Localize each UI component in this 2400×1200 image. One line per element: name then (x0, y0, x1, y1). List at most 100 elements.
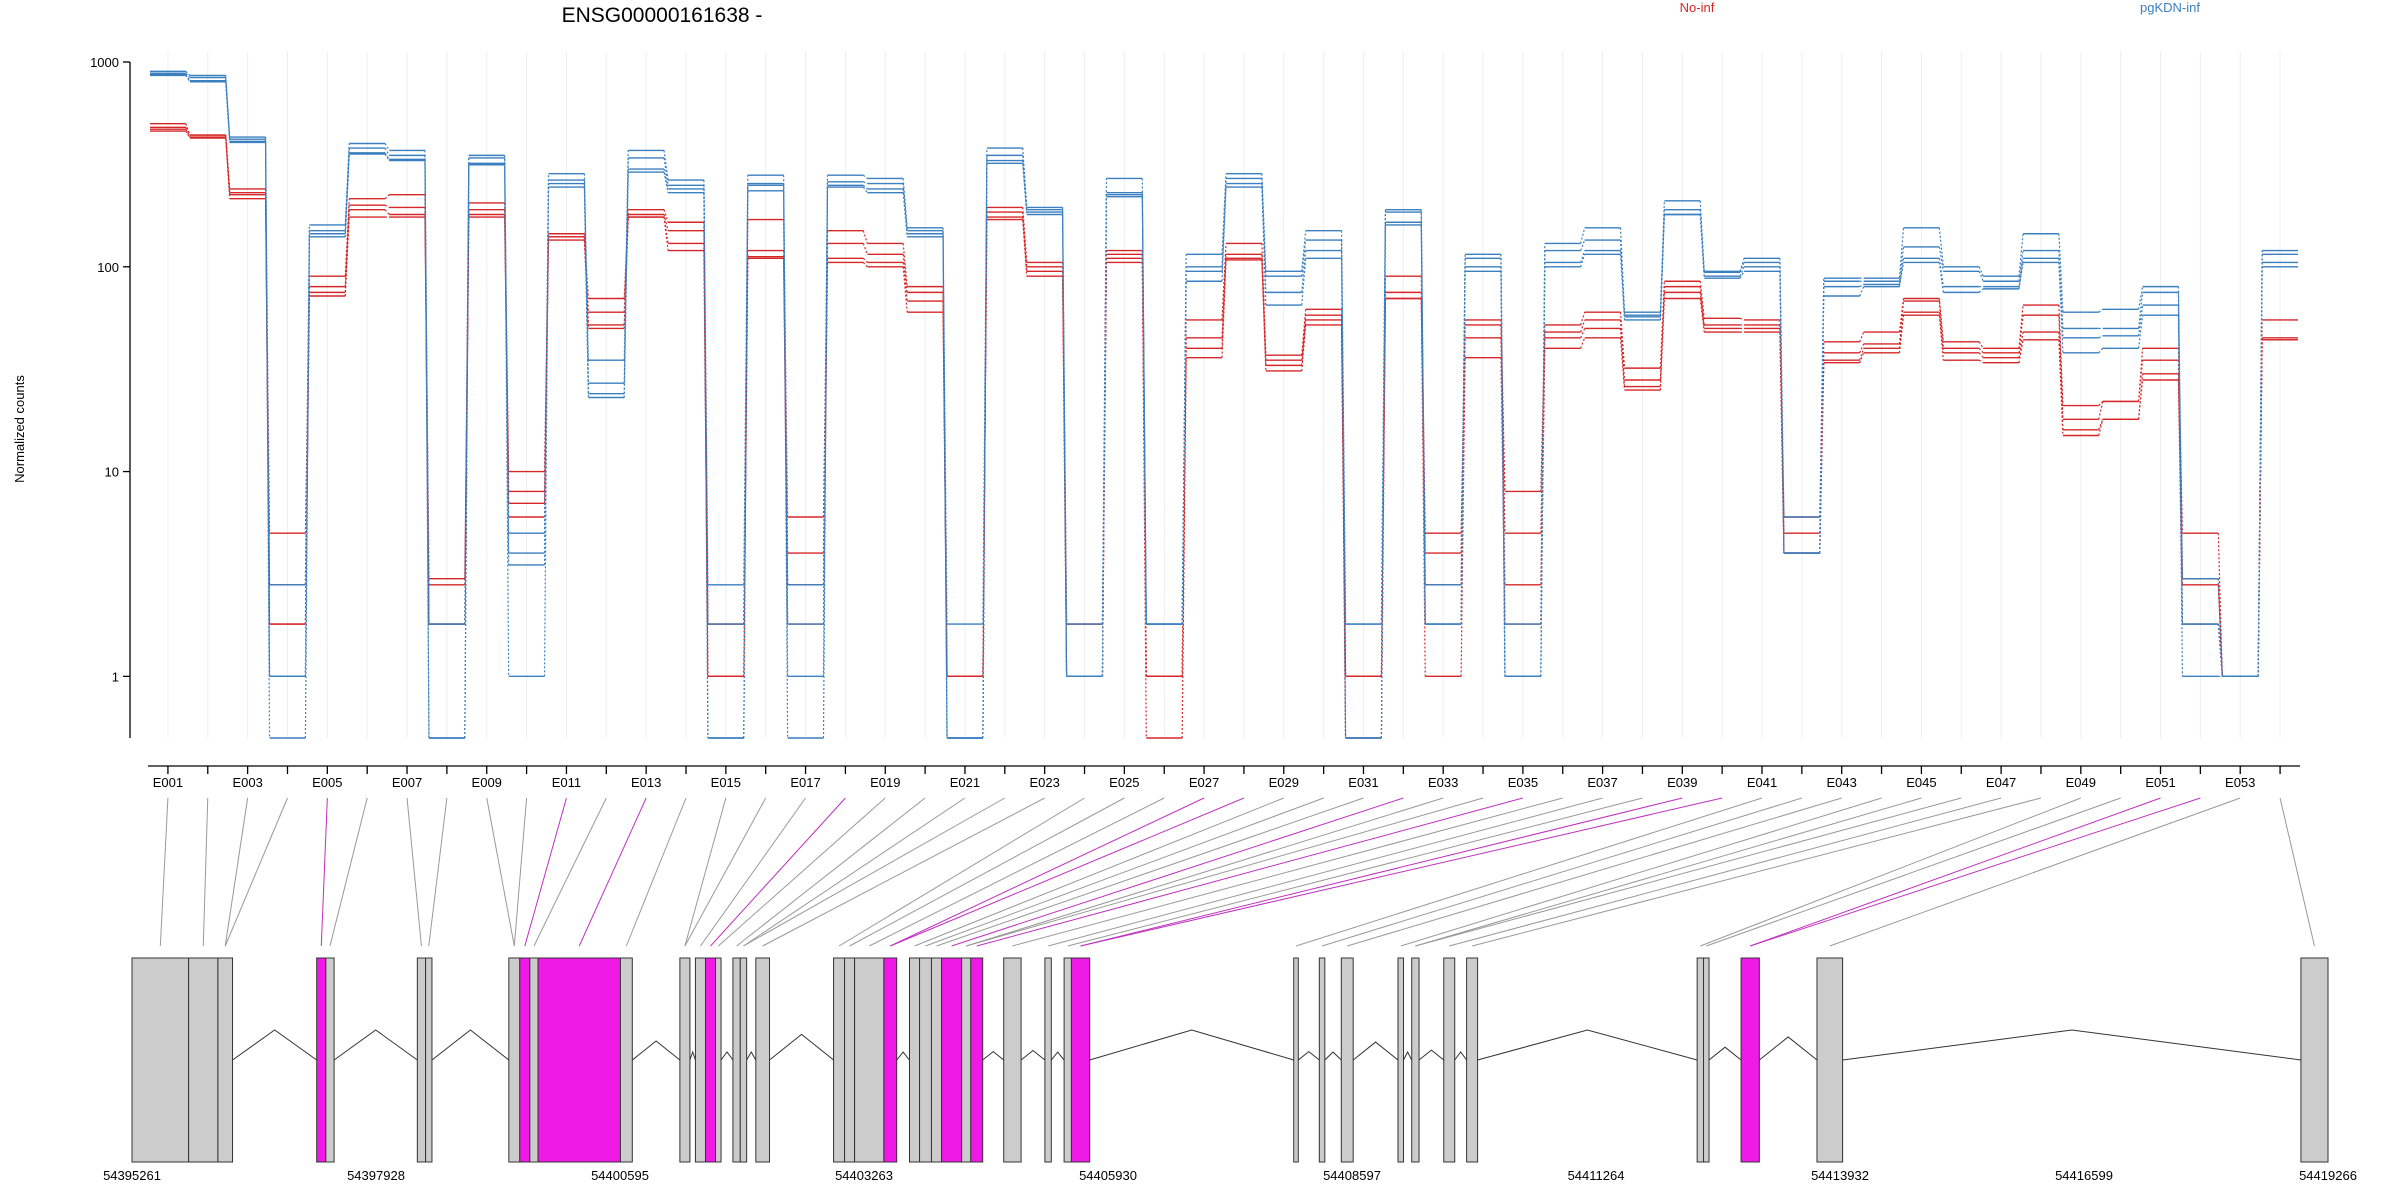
step-connector (663, 216, 669, 251)
step-connector (1699, 286, 1705, 326)
step-connector (2018, 258, 2024, 287)
exon-connector-line (578, 797, 647, 947)
exon-connector-line (710, 797, 846, 947)
intron-line (1324, 1051, 1342, 1061)
series-no-inf (150, 128, 2298, 678)
genomic-coordinate-label: 54416599 (2055, 1168, 2113, 1183)
step-connector (464, 164, 470, 739)
step-connector (2098, 419, 2104, 436)
step-connector (384, 194, 390, 200)
step-connector (384, 209, 390, 215)
step-connector (2257, 266, 2263, 677)
legend-pgkdn-inf: pgKDN-inf (2140, 0, 2200, 15)
step-connector (982, 148, 988, 625)
legend-no-inf: No-inf (1680, 0, 1715, 15)
step-connector (1420, 298, 1426, 677)
plot-series (150, 70, 2298, 739)
exon-block-highlighted (883, 957, 898, 1163)
exon-block (1466, 957, 1479, 1163)
y-tick-label: 1000 (90, 55, 119, 70)
step-connector (2018, 331, 2024, 358)
x-tick-label: E039 (1667, 775, 1697, 790)
step-connector (185, 75, 191, 83)
step-connector (862, 174, 868, 179)
step-connector (1898, 298, 1905, 333)
exon-connectors (159, 797, 2315, 947)
y-tick-label: 10 (105, 465, 119, 480)
intron-line (1297, 1050, 1320, 1061)
genomic-coordinate-label: 54419266 (2299, 1168, 2357, 1183)
exon-connector-line (159, 797, 169, 947)
exon-block (1340, 957, 1354, 1163)
exon-connector-line (1012, 797, 1563, 947)
exon-connector-line (625, 797, 687, 947)
step-connector (703, 250, 709, 677)
exon-block (131, 957, 190, 1163)
exon-block (1703, 957, 1710, 1163)
step-connector (902, 266, 908, 313)
step-connector (304, 236, 311, 677)
step-connector (543, 187, 550, 677)
exon-block (529, 957, 539, 1163)
step-connector (663, 157, 669, 186)
step-connector (2138, 286, 2144, 310)
exon-connector-line (1295, 797, 1763, 947)
exon-connector-line (743, 797, 966, 947)
exon-connector-line (1347, 797, 1842, 947)
exon-connector-line (1080, 797, 1723, 947)
step-connector (1580, 250, 1586, 263)
exon-connector-line (743, 797, 1006, 947)
exon-connector-line (533, 797, 607, 947)
exon-block (425, 957, 433, 1163)
step-connector (1460, 271, 1466, 625)
step-connector (1938, 246, 1944, 272)
exon-connector-line (1047, 797, 1603, 947)
step-connector (1420, 222, 1426, 625)
step-connector (1898, 301, 1905, 344)
step-connector (424, 150, 430, 625)
step-connector (1181, 281, 1187, 625)
genomic-coordinate-label: 54400595 (591, 1168, 649, 1183)
exon-block (732, 957, 741, 1163)
y-axis-label: Normalized counts (12, 375, 27, 483)
exon-block (1443, 957, 1456, 1163)
x-tick-label: E037 (1587, 775, 1617, 790)
step-connector (1938, 262, 1944, 293)
x-tick-label: E009 (472, 775, 502, 790)
step-connector (1739, 317, 1745, 321)
exon-connector-line (1067, 797, 1643, 947)
intron-line (232, 1029, 317, 1061)
step-connector (862, 184, 868, 190)
step-connector (2058, 233, 2064, 313)
exon-connector-line (890, 797, 1245, 947)
step-connector (1022, 163, 1028, 215)
intron-line (746, 1050, 757, 1061)
exon-block (1003, 957, 1022, 1163)
step-connector (2018, 250, 2024, 282)
x-tick-label: E047 (1986, 775, 2016, 790)
x-tick-label: E023 (1029, 775, 1059, 790)
step-connector (703, 192, 709, 739)
genomic-coordinate-label: 54413932 (1811, 1168, 1869, 1183)
step-connector (2098, 308, 2104, 313)
step-connector (1739, 262, 1745, 273)
exon-connector-line (700, 797, 806, 947)
exon-connector-line (966, 797, 1484, 947)
step-connector (902, 243, 908, 287)
step-connector (1699, 214, 1705, 279)
exon-block (1044, 957, 1052, 1163)
step-connector (1898, 258, 1905, 285)
exon-connector-line (849, 797, 1125, 947)
exon-connector-line (914, 797, 1284, 947)
exon-block (1411, 957, 1420, 1163)
step-connector (424, 160, 430, 739)
step-connector (623, 150, 629, 361)
exon-connector-line (320, 797, 328, 947)
exon-connector-line (2279, 797, 2315, 947)
genomic-coordinate-label: 54405930 (1079, 1168, 1137, 1183)
exon-connector-line (1700, 797, 2081, 947)
step-connector (344, 205, 350, 287)
step-connector (862, 230, 868, 244)
genomic-coordinate-label: 54397928 (347, 1168, 405, 1183)
x-tick-label: E031 (1348, 775, 1378, 790)
